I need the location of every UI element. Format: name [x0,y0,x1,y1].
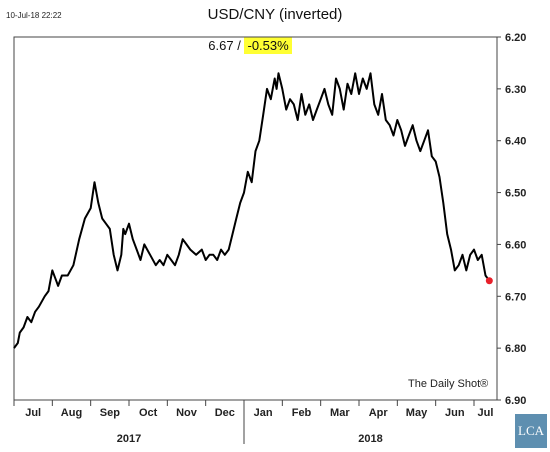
x-tick-label: Sep [100,407,120,419]
x-tick-label: Dec [215,407,235,419]
year-label: 2018 [358,433,382,445]
x-tick-label: Feb [292,407,312,419]
x-tick-label: Jul [25,407,41,419]
timestamp: 10-Jul-18 22:22 [6,11,62,20]
x-tick-label: Jul [478,407,494,419]
x-tick-label: Apr [369,407,389,419]
year-label: 2017 [117,433,141,445]
y-tick-label: 6.60 [505,239,526,251]
x-tick-label: Jan [254,407,273,419]
y-tick-label: 6.40 [505,136,526,148]
x-tick-label: Jun [445,407,465,419]
x-tick-label: Aug [61,407,82,419]
value-readout: 6.67 / -0.53% [0,37,500,54]
source-credit: The Daily Shot® [408,378,489,390]
y-tick-label: 6.20 [505,32,526,44]
last-value: 6.67 [208,38,234,53]
y-tick-label: 6.50 [505,188,526,200]
x-tick-label: Nov [176,407,198,419]
series-line [13,72,491,349]
x-tick-label: Oct [139,407,158,419]
lca-logo: LCA [515,414,547,448]
y-tick-label: 6.90 [505,395,526,407]
x-tick-label: May [406,407,428,419]
value-separator: / [237,38,241,53]
change-badge: -0.53% [244,37,292,54]
y-tick-label: 6.80 [505,343,526,355]
y-tick-label: 6.70 [505,291,526,303]
plot-frame [13,36,498,401]
x-tick-label: Mar [330,407,350,419]
y-tick-label: 6.30 [505,84,526,96]
chart-title: USD/CNY (inverted) [207,6,343,23]
last-point-marker [485,277,493,285]
